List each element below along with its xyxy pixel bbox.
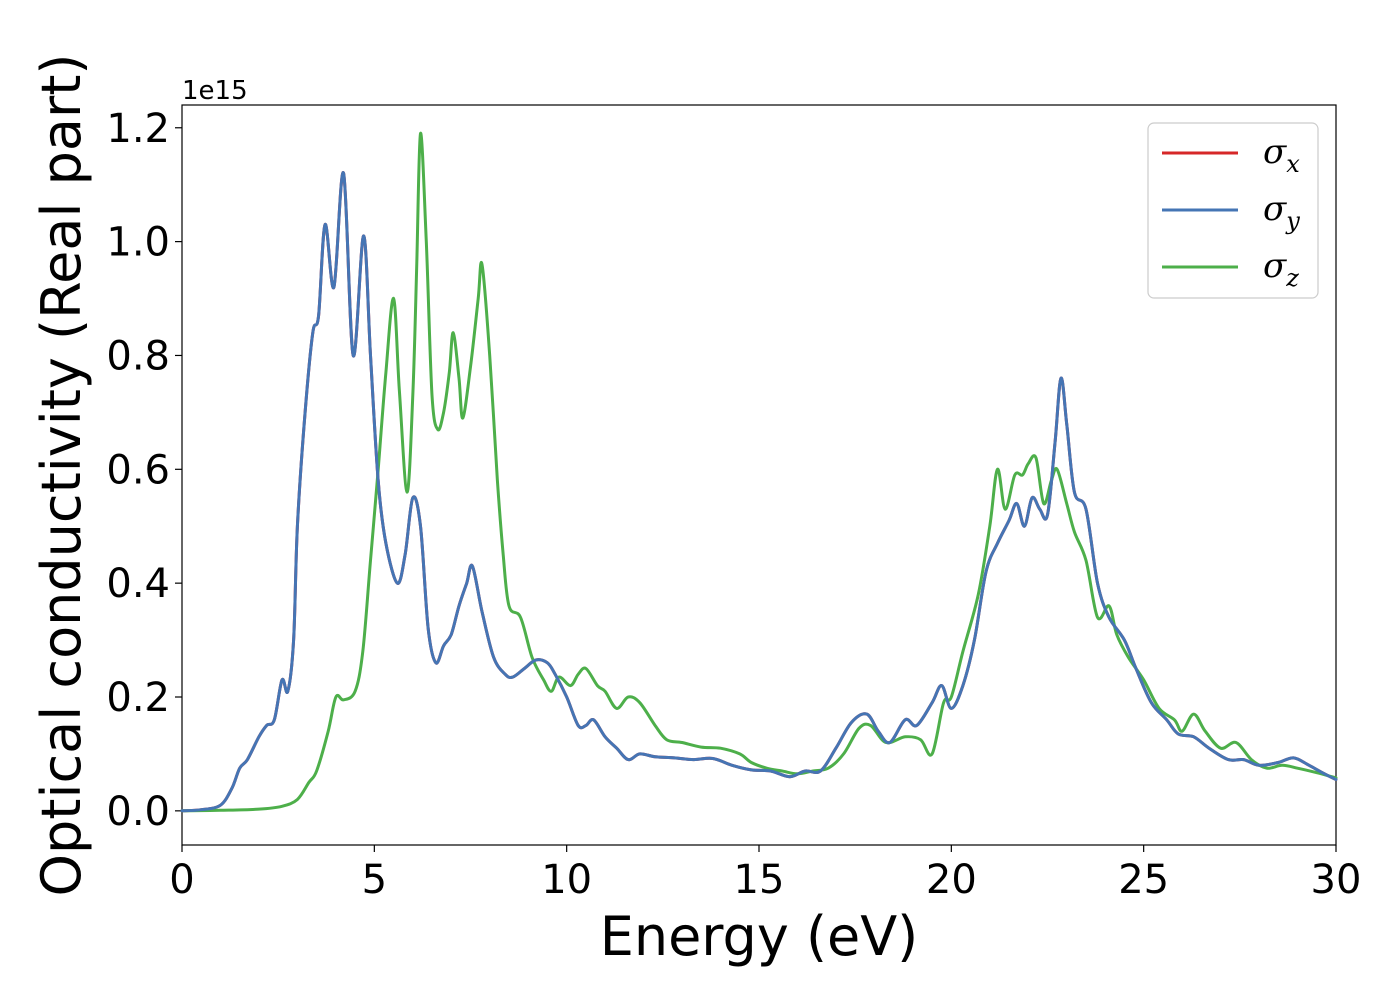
legend-subscript: y — [1285, 207, 1300, 235]
legend-subscript: z — [1285, 264, 1299, 292]
series-lines — [180, 131, 1338, 813]
legend-label-z: σz — [1263, 246, 1299, 292]
legend-label-x: σx — [1263, 132, 1300, 178]
x-tick-label: 10 — [541, 857, 592, 903]
series-line-y — [180, 171, 1338, 813]
x-tick-label: 15 — [734, 857, 785, 903]
x-tick-label: 0 — [169, 857, 194, 903]
legend-subscript: x — [1286, 150, 1300, 178]
series-line-z — [180, 131, 1338, 813]
y-tick-label: 0.2 — [106, 675, 170, 721]
legend-symbol: σ — [1263, 189, 1287, 229]
y-axis: 0.0 0.2 0.4 0.6 0.8 1.0 1.2 — [106, 106, 182, 835]
legend-symbol: σ — [1263, 132, 1287, 172]
y-tick-label: 1.2 — [106, 106, 170, 152]
x-axis: 0 5 10 15 20 25 30 — [169, 845, 1361, 903]
x-tick-label: 5 — [362, 857, 387, 903]
x-tick-label: 25 — [1118, 857, 1169, 903]
plot-area: 0 5 10 15 20 25 30 0.0 0.2 0.4 0.6 0.8 1.0 1.2 — [106, 104, 1361, 903]
legend-symbol: σ — [1263, 246, 1287, 286]
y-offset-label: 1e15 — [182, 76, 248, 106]
x-tick-label: 20 — [926, 857, 977, 903]
y-tick-label: 0.4 — [106, 561, 170, 607]
y-tick-label: 0.6 — [106, 447, 170, 493]
legend-label-y: σy — [1263, 189, 1300, 235]
y-tick-label: 0.0 — [106, 789, 170, 835]
x-tick-label: 30 — [1311, 857, 1362, 903]
x-axis-label: Energy (eV) — [600, 905, 919, 968]
y-tick-label: 0.8 — [106, 333, 170, 379]
y-tick-label: 1.0 — [106, 220, 170, 266]
y-axis-label: Optical conductivity (Real part) — [30, 54, 93, 897]
